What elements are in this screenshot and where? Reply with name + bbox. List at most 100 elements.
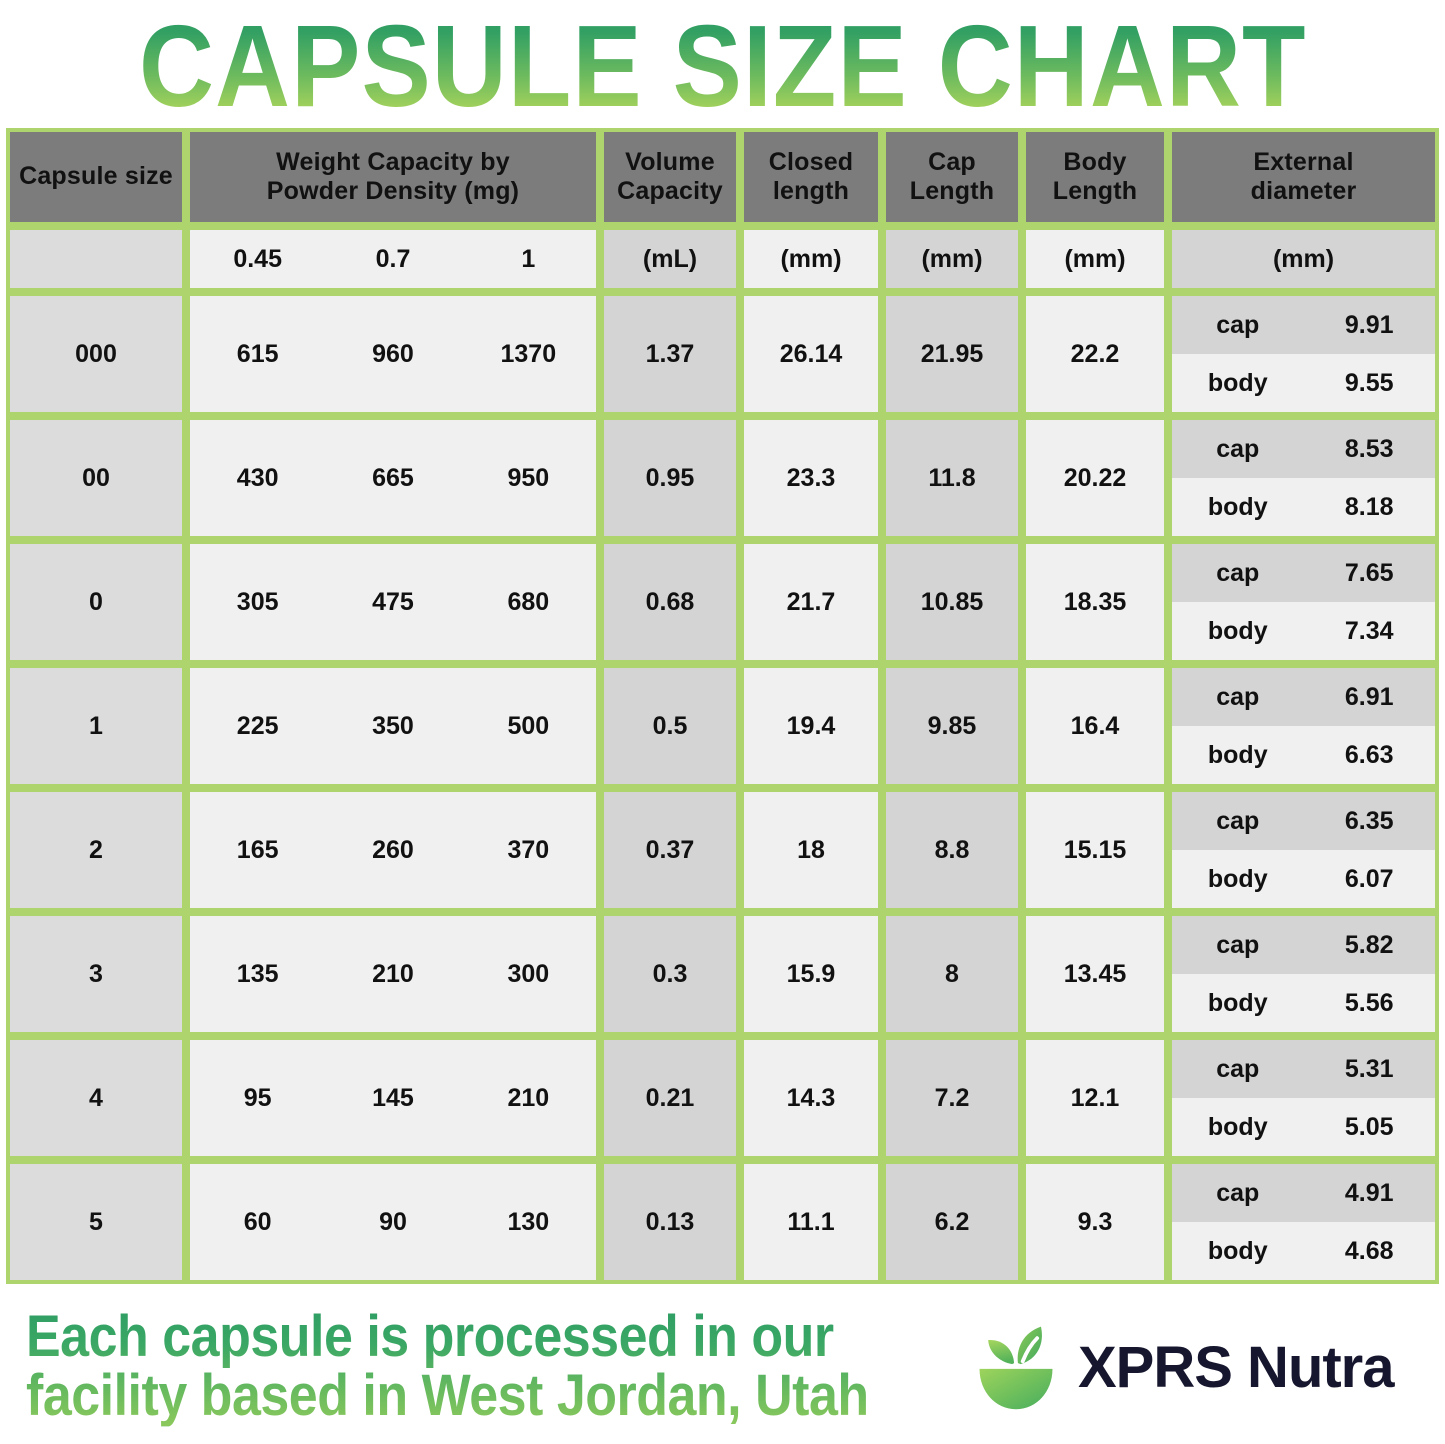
cell-capsule-size: 000 [6,292,186,416]
unit-volume-capacity: (mL) [600,226,740,292]
cell-body-length: 12.1 [1022,1036,1168,1160]
cell-closed-length: 21.7 [740,540,882,664]
external-diameter-cap-line: cap 6.91 [1172,668,1435,726]
external-diameter-body-line: body 5.56 [1172,974,1435,1032]
cell-external-diameter: cap 6.35 body 6.07 [1168,788,1439,912]
cell-capsule-size: 1 [6,664,186,788]
cell-weight-capacity: 305 475 680 [186,540,600,664]
cell-weight-capacity: 135 210 300 [186,912,600,1036]
external-diameter-body-label: body [1207,368,1268,397]
cell-weight-07: 260 [372,835,414,864]
external-diameter-body-value: 6.07 [1344,864,1394,893]
header-cap-length-line2: Length [909,177,995,205]
cell-cap-length: 9.85 [882,664,1022,788]
cell-body-length: 15.15 [1022,788,1168,912]
header-weight-capacity: Weight Capacity by Powder Density (mg) [186,128,600,226]
header-volume-capacity-line2: Capacity [617,177,723,205]
external-diameter-cap-value: 7.65 [1344,558,1394,587]
capsule-size-table-wrap: Capsule size Weight Capacity by Powder D… [0,128,1445,1284]
header-cap-length-line1: Cap [928,147,976,176]
external-diameter-cap-value: 6.35 [1344,806,1394,835]
external-diameter-body-value: 8.18 [1344,492,1394,521]
page-header: CAPSULE SIZE CHART [0,0,1445,128]
table-body: 000 615 960 1370 1.37 26.14 21.95 22.2 cap 9.91 bo… [6,292,1439,1284]
cell-weight-1: 370 [507,835,550,864]
unit-closed-length: (mm) [740,226,882,292]
external-diameter-body-label: body [1207,1236,1268,1265]
table-row: 00 430 665 950 0.95 23.3 11.8 20.22 cap 8.53 body 8… [6,416,1439,540]
cell-volume-capacity: 0.95 [600,416,740,540]
external-diameter-body-value: 5.05 [1344,1112,1394,1141]
external-diameter-body-label: body [1207,616,1268,645]
cell-cap-length: 11.8 [882,416,1022,540]
header-volume-capacity: Volume Capacity [600,128,740,226]
header-volume-capacity-line1: Volume [625,147,715,176]
footer-tagline-line2: facility based in West Jordan, Utah [26,1363,869,1429]
external-diameter-body-label: body [1207,1112,1268,1141]
external-diameter-cap-line: cap 7.65 [1172,544,1435,602]
cell-volume-capacity: 0.21 [600,1036,740,1160]
external-diameter-body-line: body 7.34 [1172,602,1435,660]
external-diameter-cap-label: cap [1216,682,1260,711]
external-diameter-body-value: 7.34 [1344,616,1394,645]
external-diameter-cap-label: cap [1216,310,1260,339]
external-diameter-cap-line: cap 8.53 [1172,420,1435,478]
cell-weight-capacity: 615 960 1370 [186,292,600,416]
capsule-size-table: Capsule size Weight Capacity by Powder D… [6,128,1439,1284]
header-weight-capacity-line1: Weight Capacity by [276,147,510,176]
cell-capsule-size: 5 [6,1160,186,1284]
cell-weight-07: 350 [372,711,414,740]
cell-external-diameter: cap 5.82 body 5.56 [1168,912,1439,1036]
header-body-length-line2: Length [1052,177,1138,205]
cell-capsule-size: 3 [6,912,186,1036]
external-diameter-cap-line: cap 5.82 [1172,916,1435,974]
table-row: 1 225 350 500 0.5 19.4 9.85 16.4 cap 6.91 body 6.63 [6,664,1439,788]
cell-weight-045: 430 [236,463,279,492]
cell-weight-capacity: 225 350 500 [186,664,600,788]
footer-tagline: Each capsule is processed in our facilit… [26,1308,946,1427]
external-diameter-body-line: body 6.63 [1172,726,1435,784]
cell-cap-length: 8 [882,912,1022,1036]
external-diameter-body-label: body [1207,988,1268,1017]
cell-weight-capacity: 60 90 130 [186,1160,600,1284]
cell-external-diameter: cap 8.53 body 8.18 [1168,416,1439,540]
cell-weight-07: 665 [372,463,414,492]
cell-cap-length: 6.2 [882,1160,1022,1284]
table-row: 5 60 90 130 0.13 11.1 6.2 9.3 cap 4.91 body 4.68 [6,1160,1439,1284]
cell-volume-capacity: 0.3 [600,912,740,1036]
header-weight-capacity-line2: Powder Density (mg) [266,177,520,205]
cell-weight-1: 1370 [500,339,557,368]
external-diameter-cap-value: 9.91 [1344,310,1394,339]
unit-capsule-size [6,226,186,292]
cell-capsule-size: 2 [6,788,186,912]
cell-weight-07: 90 [379,1207,407,1236]
header-external-diameter-line2: diameter [1250,177,1357,205]
table-row: 2 165 260 370 0.37 18 8.8 15.15 cap 6.35 body 6.07 [6,788,1439,912]
cell-external-diameter: cap 5.31 body 5.05 [1168,1036,1439,1160]
header-closed-length-line2: length [772,177,850,205]
cell-weight-07: 960 [372,339,414,368]
external-diameter-body-line: body 5.05 [1172,1098,1435,1156]
cell-cap-length: 21.95 [882,292,1022,416]
cell-volume-capacity: 0.37 [600,788,740,912]
cell-weight-07: 475 [372,587,414,616]
header-external-diameter: External diameter [1168,128,1439,226]
cell-external-diameter: cap 9.91 body 9.55 [1168,292,1439,416]
cell-weight-1: 300 [507,959,550,988]
cell-weight-1: 130 [507,1207,550,1236]
cell-weight-045: 95 [243,1083,272,1112]
external-diameter-body-line: body 6.07 [1172,850,1435,908]
unit-weight-densities: 0.45 0.7 1 [186,226,600,292]
cell-weight-1: 210 [507,1083,550,1112]
cell-external-diameter: cap 7.65 body 7.34 [1168,540,1439,664]
external-diameter-body-value: 6.63 [1344,740,1394,769]
cell-volume-capacity: 0.13 [600,1160,740,1284]
cell-weight-045: 305 [236,587,279,616]
external-diameter-cap-label: cap [1216,434,1260,463]
external-diameter-cap-value: 4.91 [1344,1178,1394,1207]
cell-cap-length: 10.85 [882,540,1022,664]
cell-external-diameter: cap 6.91 body 6.63 [1168,664,1439,788]
table-row: 3 135 210 300 0.3 15.9 8 13.45 cap 5.82 body 5.56 [6,912,1439,1036]
external-diameter-cap-line: cap 5.31 [1172,1040,1435,1098]
brand-name: XPRS Nutra [1078,1334,1395,1400]
